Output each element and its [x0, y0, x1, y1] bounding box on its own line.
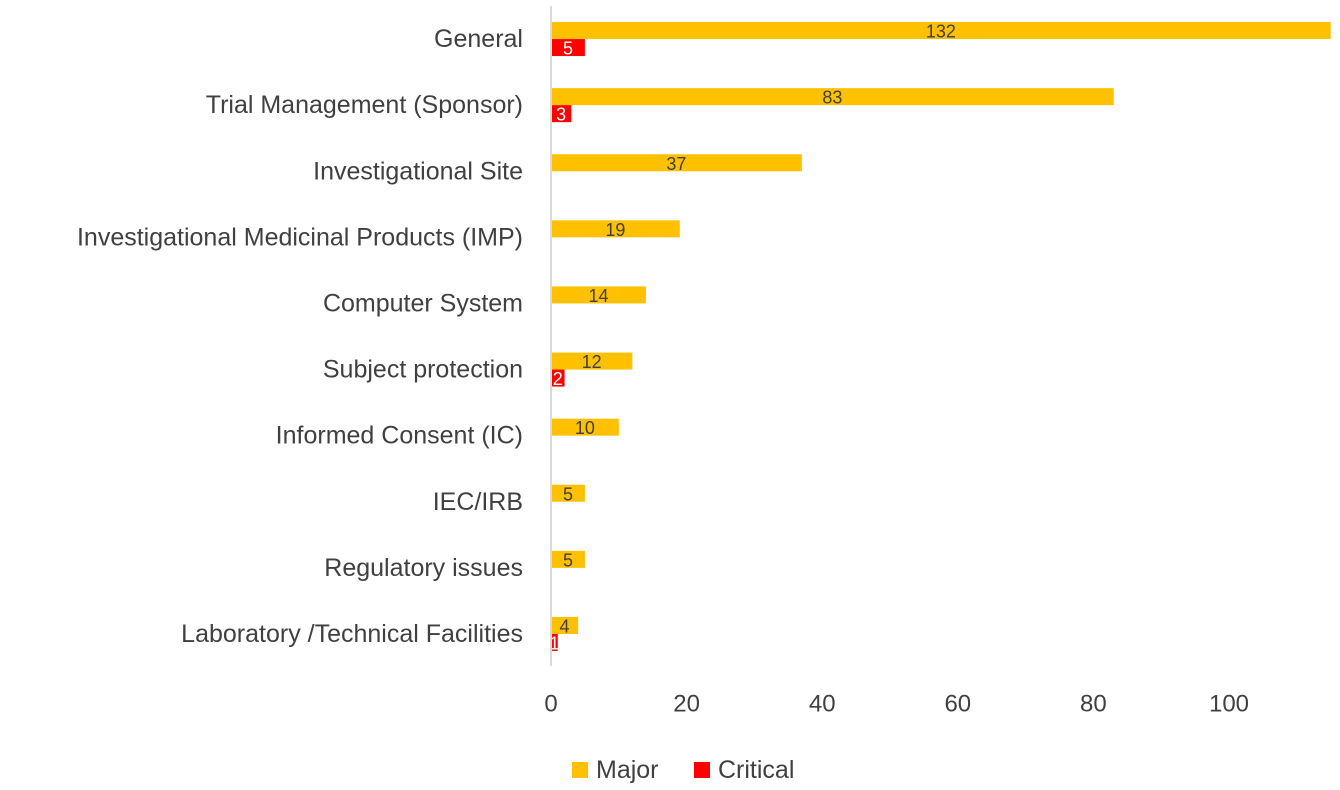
data-label-critical-trial-management-sponsor: 3 — [556, 105, 566, 125]
legend-label-major: Major — [596, 756, 659, 784]
bar-major-general — [551, 22, 1331, 40]
category-label-investigational-site: Investigational Site — [313, 157, 523, 185]
tick-label-40: 40 — [809, 691, 836, 718]
data-label-major-laboratory-technical-facilities: 4 — [560, 616, 570, 636]
bar-critical-subject-protection — [551, 369, 565, 387]
bar-critical-general — [551, 39, 585, 57]
category-label-iec-irb: IEC/IRB — [433, 488, 523, 516]
data-labels: 132 5 83 3 37 19 14 12 2 10 5 5 41 — [549, 22, 955, 654]
bar-major-laboratory-technical-facilities — [551, 616, 579, 634]
bar-critical-trial-management-sponsor — [551, 105, 572, 123]
legend-swatch-major — [572, 762, 588, 778]
bar-major-informed-consent-ic — [551, 418, 619, 436]
category-label-trial-management-sponsor: Trial Management (Sponsor) — [206, 91, 523, 119]
legend-label-critical: Critical — [718, 756, 794, 784]
bars — [551, 22, 1331, 651]
tick-label-60: 60 — [944, 691, 971, 718]
legend: Major Critical — [572, 756, 794, 784]
value-axis-ticks: 0 20 40 60 80 100 — [544, 691, 1249, 718]
category-label-regulatory-issues: Regulatory issues — [324, 554, 523, 582]
tick-label-0: 0 — [544, 691, 557, 718]
legend-swatch-critical — [694, 762, 710, 778]
data-label-critical-laboratory-technical-facilities: 1 — [549, 633, 559, 653]
data-label-major-investigational-medicinal-products-imp: 19 — [605, 220, 625, 240]
data-label-major-general: 132 — [926, 22, 956, 42]
data-label-critical-subject-protection: 2 — [553, 369, 563, 389]
bar-major-computer-system — [551, 286, 646, 304]
data-label-major-trial-management-sponsor: 83 — [822, 88, 842, 108]
category-label-investigational-medicinal-products-imp: Investigational Medicinal Products (IMP) — [77, 223, 523, 251]
tick-label-80: 80 — [1080, 691, 1107, 718]
bar-major-regulatory-issues — [551, 550, 585, 568]
category-label-computer-system: Computer System — [323, 289, 523, 317]
category-label-laboratory-technical-facilities: Laboratory /Technical Facilities — [181, 620, 523, 648]
tick-label-20: 20 — [673, 691, 700, 718]
category-labels: General Trial Management (Sponsor) Investi… — [77, 25, 523, 648]
data-label-major-computer-system: 14 — [588, 286, 608, 306]
bar-critical-laboratory-technical-facilities — [551, 633, 558, 651]
data-label-major-investigational-site: 37 — [666, 154, 686, 174]
bar-major-trial-management-sponsor — [551, 88, 1114, 106]
data-label-major-regulatory-issues: 5 — [563, 550, 573, 570]
bar-major-investigational-site — [551, 154, 802, 172]
category-label-informed-consent-ic: Informed Consent (IC) — [276, 422, 523, 450]
category-label-subject-protection: Subject protection — [323, 356, 523, 384]
category-label-general: General — [434, 25, 523, 53]
data-label-major-subject-protection: 12 — [582, 352, 602, 372]
bar-major-investigational-medicinal-products-imp — [551, 220, 680, 238]
bar-major-iec-irb — [551, 484, 585, 502]
data-label-critical-general: 5 — [563, 39, 573, 59]
data-label-major-informed-consent-ic: 10 — [575, 418, 595, 438]
tick-label-100: 100 — [1209, 691, 1249, 718]
bar-major-subject-protection — [551, 352, 633, 370]
data-label-major-iec-irb: 5 — [563, 484, 573, 504]
